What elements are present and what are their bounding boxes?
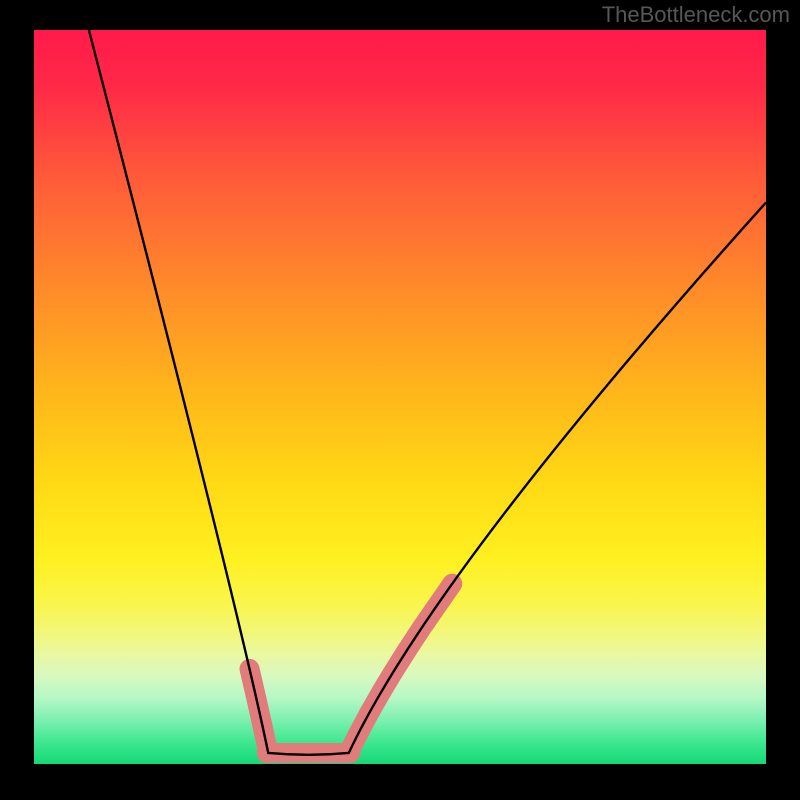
chart-outer-frame: TheBottleneck.com (0, 0, 800, 800)
chart-svg (0, 0, 800, 800)
watermark-text: TheBottleneck.com (602, 2, 790, 28)
